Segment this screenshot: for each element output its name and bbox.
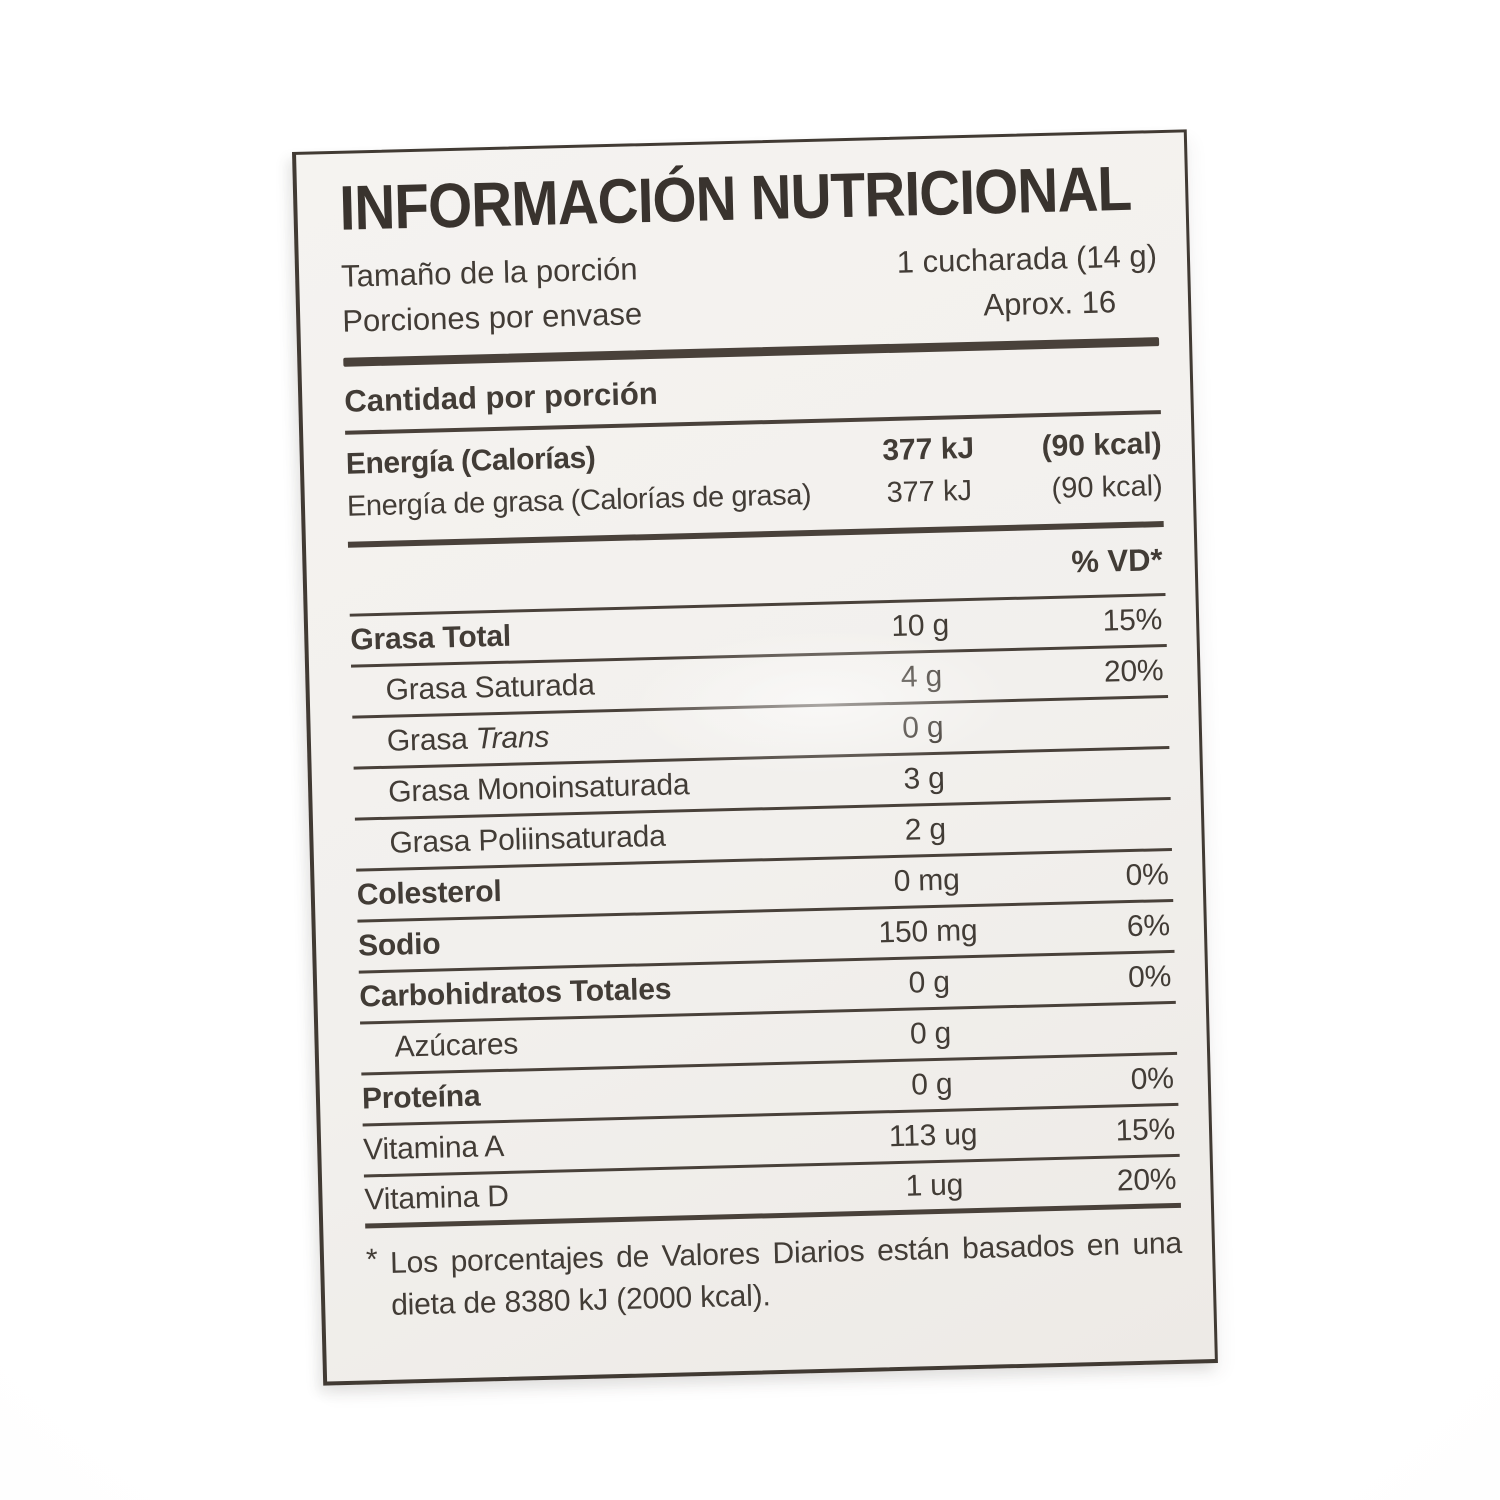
nutrient-daily-value — [1020, 773, 1170, 777]
footnote-asterisk: * — [365, 1243, 378, 1277]
nutrient-amount: 4 g — [900, 659, 943, 694]
nutrient-daily-value: 20% — [1116, 1162, 1177, 1198]
serving-size-value: 1 cucharada (14 g) — [896, 238, 1158, 280]
nutrient-amount: 113 ug — [888, 1117, 978, 1154]
servings-per-container-value: Aprox. 16 — [982, 284, 1117, 323]
daily-value-header: % VD* — [1070, 542, 1164, 580]
nutrient-name: Carbohidratos Totales — [358, 972, 672, 1014]
nutrient-name: Vitamina A — [362, 1129, 505, 1167]
nutrient-name: Grasa Total — [349, 619, 512, 657]
energy-row-kj-value: 377 kJ — [881, 431, 975, 468]
nutrient-name: Sodio — [357, 927, 441, 963]
energy-row-name: Energía (Calorías) — [345, 441, 596, 481]
nutrient-amount: 0 g — [901, 710, 944, 745]
nutrient-name: Grasa Poliinsaturada — [389, 819, 667, 860]
nutrient-amount: 0 g — [908, 965, 951, 1000]
nutrient-daily-value — [1019, 722, 1169, 726]
footnote: * Los porcentajes de Valores Diarios est… — [366, 1223, 1184, 1328]
nutrient-amount: 2 g — [904, 812, 947, 847]
energy-row-kcal-value: (90 kcal) — [1041, 427, 1163, 464]
nutrient-name: Grasa Trans — [386, 720, 550, 758]
nutrient-amount: 1 ug — [905, 1168, 964, 1203]
serving-size-label: Tamaño de la porción — [340, 251, 638, 294]
nutrient-daily-value — [1026, 1028, 1176, 1032]
nutrient-name: Azúcares — [394, 1027, 519, 1064]
section-divider-thick — [343, 337, 1160, 367]
nutrient-amount: 0 g — [909, 1016, 952, 1051]
nutrient-daily-value: 15% — [1115, 1112, 1176, 1148]
serving-info: Tamaño de la porción 1 cucharada (14 g) … — [341, 233, 1159, 344]
energy-rows: Energía (Calorías) 377 kJ (90 kcal) Energía… — [345, 423, 1164, 528]
nutrient-name: Colesterol — [356, 874, 502, 912]
servings-per-container-label: Porciones por envase — [341, 296, 643, 339]
label-title: INFORMACIÓN NUTRICIONAL — [338, 153, 1133, 244]
nutrient-amount: 3 g — [903, 761, 946, 796]
nutrient-daily-value: 15% — [1102, 603, 1163, 638]
nutrient-name-italic: Trans — [475, 720, 550, 756]
nutrient-daily-value: 0% — [1127, 960, 1172, 995]
energy-row-kj-value: 377 kJ — [886, 474, 973, 510]
nutrient-amount: 150 mg — [878, 913, 978, 950]
nutrient-table: Grasa Total 10 g 15% Grasa Saturada 4 g 20% Gr… — [349, 596, 1182, 1229]
nutrient-daily-value: 0% — [1130, 1061, 1175, 1097]
nutrient-name: Proteína — [361, 1079, 481, 1116]
nutrient-daily-value: 0% — [1125, 858, 1169, 893]
nutrient-daily-value: 6% — [1126, 909, 1171, 944]
nutrient-name: Grasa Saturada — [385, 668, 596, 707]
nutrient-name: Vitamina D — [364, 1179, 510, 1217]
nutrient-amount: 10 g — [890, 608, 950, 643]
energy-row-kcal-value: (90 kcal) — [1051, 470, 1164, 505]
nutrient-daily-value: 20% — [1103, 654, 1164, 689]
nutrient-daily-value — [1021, 824, 1171, 828]
nutrition-label: INFORMACIÓN NUTRICIONAL Tamaño de la por… — [292, 129, 1218, 1386]
nutrient-name: Grasa Monoinsaturada — [387, 768, 690, 809]
nutrient-amount: 0 g — [910, 1067, 953, 1102]
nutrient-amount: 0 mg — [893, 863, 961, 899]
